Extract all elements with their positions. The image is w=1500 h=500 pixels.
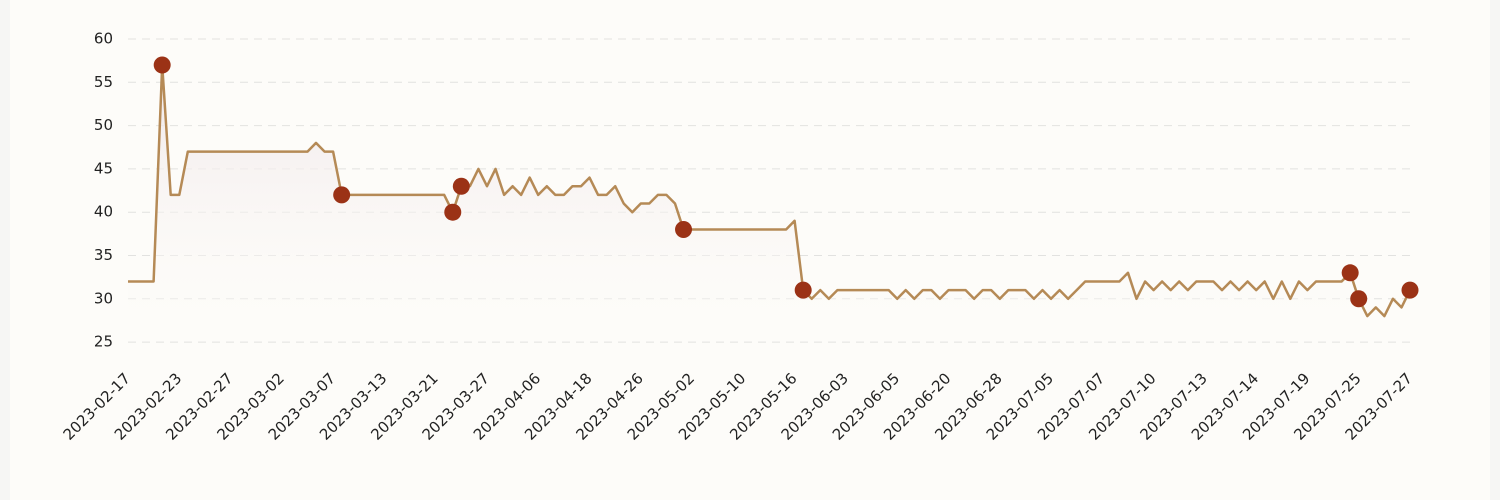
y-tick-label: 50 (94, 116, 113, 134)
highlight-point (1341, 264, 1359, 282)
highlight-point (675, 221, 693, 239)
y-tick-label: 30 (94, 289, 113, 307)
y-tick-label: 35 (94, 246, 113, 264)
highlight-point (444, 203, 462, 221)
y-tick-label: 45 (94, 159, 113, 177)
highlight-point (794, 281, 812, 299)
y-tick-label: 40 (94, 203, 113, 221)
highlight-point (153, 56, 171, 74)
y-tick-label: 55 (94, 73, 113, 91)
highlight-point (1350, 290, 1368, 308)
y-tick-label: 60 (94, 30, 113, 48)
area (128, 65, 1410, 322)
highlight-point (333, 186, 351, 204)
highlight-point (452, 177, 470, 195)
y-tick-label: 25 (94, 333, 113, 351)
highlight-point (1401, 281, 1419, 299)
